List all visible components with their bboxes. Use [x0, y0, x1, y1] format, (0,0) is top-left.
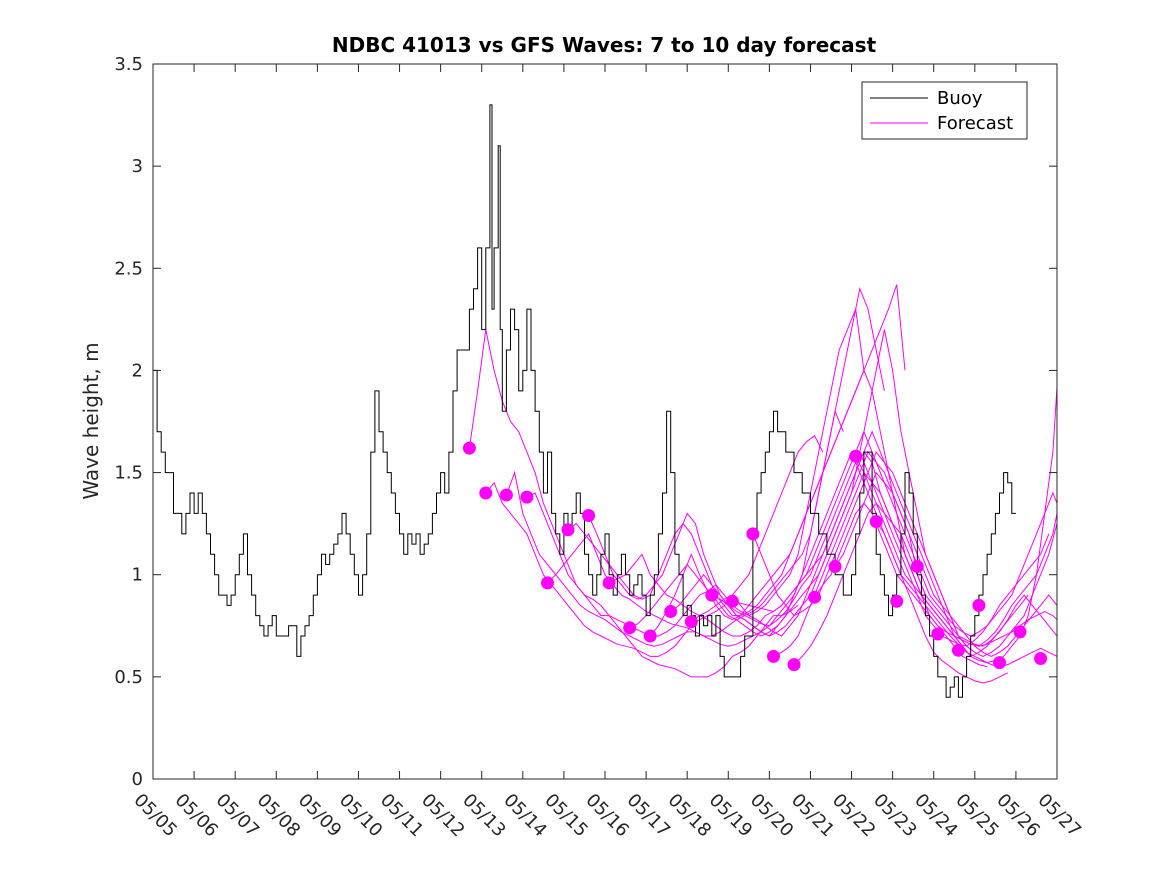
forecast-marker: [705, 588, 719, 602]
forecast-marker: [910, 560, 924, 573]
legend: Buoy Forecast: [861, 81, 1028, 140]
forecast-marker: [1034, 652, 1048, 665]
forecast-marker: [664, 605, 678, 618]
y-axis-title: Wave height, m: [79, 342, 103, 499]
x-tick-label: 05/18: [664, 790, 716, 842]
y-tick-label: 0.5: [114, 667, 143, 688]
forecast-marker: [725, 594, 739, 608]
x-tick-label: 05/10: [335, 790, 387, 842]
forecast-line-11: [691, 430, 1029, 658]
forecast-line-15: [773, 386, 1057, 664]
forecast-line-19: [855, 455, 1057, 647]
legend-box: [861, 81, 1028, 140]
y-tick-label: 2: [132, 360, 143, 381]
forecast-line-12: [711, 450, 1050, 647]
forecast-marker: [972, 598, 986, 612]
forecast-line-20: [875, 521, 1057, 668]
x-tick-label: 05/07: [212, 790, 264, 842]
y-tick-label: 3: [132, 156, 143, 177]
forecast-marker: [561, 523, 575, 537]
forecast-marker: [808, 590, 822, 604]
x-tick-label: 05/06: [171, 790, 223, 842]
forecast-marker: [849, 449, 863, 463]
forecast-line-3: [526, 307, 865, 637]
forecast-marker: [890, 594, 904, 608]
x-tick-label: 05/20: [746, 790, 798, 842]
x-tick-label: 05/05: [129, 790, 181, 842]
forecast-marker: [479, 486, 493, 500]
x-tick-label: 05/24: [910, 790, 962, 842]
x-tick-label: 05/16: [581, 790, 633, 842]
x-tick-label: 05/11: [376, 790, 428, 842]
forecast-marker: [931, 627, 945, 641]
forecast-marker: [993, 656, 1006, 670]
chart-title: NDBC 41013 vs GFS Waves: 7 to 10 day for…: [332, 33, 877, 57]
forecast-marker: [462, 441, 476, 455]
y-tick-label: 1.5: [114, 463, 143, 484]
plot-background: [153, 64, 1057, 779]
x-tick-label: 05/25: [951, 790, 1003, 842]
forecast-marker: [520, 490, 534, 504]
plot-area: [152, 63, 1058, 780]
series-group: [153, 104, 1057, 698]
x-tick-label: 05/15: [540, 790, 592, 842]
y-axis-ticks: 0 0.5 1 1.5 2 2.5 3 3.5: [114, 54, 1057, 790]
forecast-marker: [869, 515, 883, 529]
forecast-marker: [684, 615, 698, 629]
forecast-line-2: [505, 409, 844, 647]
x-tick-label: 05/27: [1033, 790, 1085, 842]
forecast-line-17: [814, 502, 1057, 647]
x-tick-label: 05/17: [623, 790, 675, 842]
forecast-marker: [1013, 625, 1027, 639]
forecast-marker: [746, 527, 760, 541]
y-tick-label: 2.5: [114, 258, 143, 279]
x-tick-label: 05/14: [499, 790, 551, 842]
forecast-line-8: [629, 329, 967, 647]
x-tick-label: 05/08: [253, 790, 305, 842]
y-tick-label: 1: [132, 565, 143, 586]
legend-label-buoy: Buoy: [937, 88, 983, 109]
forecast-marker: [643, 629, 657, 643]
forecast-marker: [623, 621, 637, 635]
x-tick-label: 05/09: [294, 790, 346, 842]
forecast-marker: [582, 509, 596, 522]
x-tick-label: 05/22: [828, 790, 880, 842]
forecast-line-0: [468, 329, 799, 678]
forecast-marker: [787, 658, 801, 672]
x-tick-label: 05/23: [869, 790, 921, 842]
x-tick-label: 05/12: [417, 790, 469, 842]
y-tick-label: 3.5: [114, 54, 143, 75]
y-tick-label: 0: [132, 769, 143, 790]
forecast-marker: [951, 643, 965, 657]
forecast-marker: [828, 560, 842, 573]
x-tick-label: 05/21: [787, 790, 839, 842]
x-tick-label: 05/26: [992, 790, 1044, 842]
forecast-marker: [541, 576, 554, 590]
x-tick-label: 05/19: [705, 790, 757, 842]
forecast-marker: [602, 576, 616, 590]
x-tick-label: 05/13: [458, 790, 510, 842]
forecast-line-13: [732, 430, 1057, 637]
forecast-marker: [499, 488, 513, 502]
forecast-marker: [767, 649, 780, 663]
legend-label-forecast: Forecast: [937, 113, 1013, 134]
forecast-line-1: [485, 435, 824, 657]
